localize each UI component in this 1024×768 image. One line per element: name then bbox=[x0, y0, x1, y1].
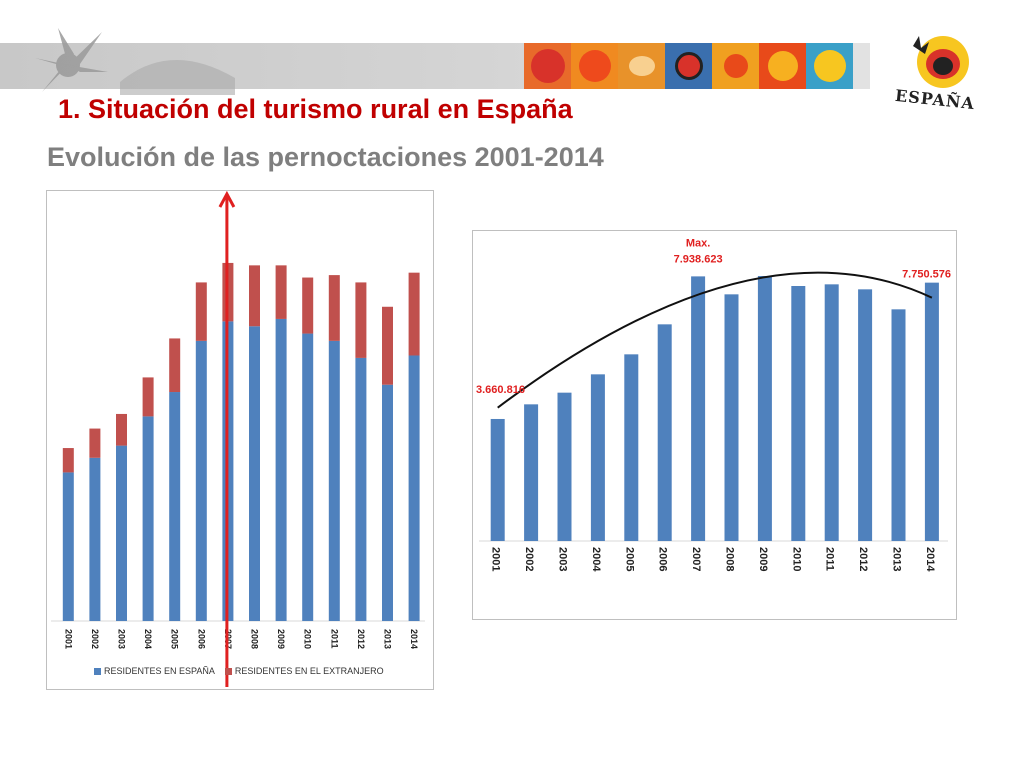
bar-spain-2014 bbox=[408, 355, 420, 621]
x-tick-label: 2007 bbox=[690, 547, 702, 571]
tile-star-creature-icon bbox=[665, 43, 712, 89]
x-tick-label: 2009 bbox=[276, 629, 286, 649]
chart-legend: RESIDENTES EN ESPAÑA RESIDENTES EN EL EX… bbox=[94, 666, 394, 676]
bar-total-2004 bbox=[590, 374, 605, 541]
bar-abroad-2004 bbox=[142, 377, 154, 417]
bar-total-2002 bbox=[524, 404, 539, 541]
bar-abroad-2002 bbox=[89, 428, 101, 458]
x-tick-label: 2012 bbox=[356, 629, 366, 649]
bar-abroad-2006 bbox=[195, 282, 207, 341]
bar-abroad-2011 bbox=[328, 275, 340, 341]
bar-spain-2005 bbox=[169, 392, 181, 621]
x-tick-label: 2003 bbox=[557, 547, 569, 571]
x-tick-label: 2008 bbox=[250, 629, 260, 649]
x-tick-label: 2006 bbox=[657, 547, 669, 571]
trend-curve bbox=[497, 271, 933, 409]
bar-abroad-2001 bbox=[62, 448, 74, 473]
bar-total-2014 bbox=[924, 282, 939, 541]
x-tick-label: 2006 bbox=[196, 629, 206, 649]
x-tick-label: 2009 bbox=[757, 547, 769, 571]
bar-abroad-2003 bbox=[116, 413, 127, 446]
bar-total-2012 bbox=[858, 289, 873, 541]
stacked-bar-chart: 2001200220032004200520062007200820092010… bbox=[51, 190, 425, 687]
bar-spain-2004 bbox=[142, 416, 154, 621]
x-tick-label: 2004 bbox=[143, 629, 153, 649]
bar-total-2009 bbox=[757, 276, 772, 541]
tile-geometric-icon bbox=[712, 43, 759, 89]
bar-total-2007 bbox=[691, 276, 706, 541]
max-label: Max. bbox=[686, 237, 710, 249]
bar-abroad-2012 bbox=[355, 282, 367, 358]
x-tick-label: 2005 bbox=[170, 629, 180, 649]
arrow-head-icon bbox=[218, 190, 236, 208]
bar-total-2005 bbox=[624, 354, 639, 541]
tile-red-sun-icon bbox=[524, 43, 571, 89]
x-tick-label: 2011 bbox=[824, 547, 836, 571]
tile-orange-sun-icon bbox=[571, 43, 618, 89]
total-chart-panel: 2001 2002 2003 2004 2005 2006 2007 2008 2009 2010… bbox=[472, 230, 957, 620]
bar-total-2013 bbox=[891, 309, 906, 541]
bar-abroad-2014 bbox=[408, 272, 420, 356]
bar-abroad-2009 bbox=[275, 265, 287, 319]
x-tick-label: 2002 bbox=[90, 629, 100, 649]
data-label-2014: 7.750.576 bbox=[902, 269, 951, 281]
tile-flower-icon bbox=[759, 43, 806, 89]
legend-item-abroad: RESIDENTES EN EL EXTRANJERO bbox=[224, 666, 384, 676]
x-tick-label: 2010 bbox=[303, 629, 313, 649]
x-tick-label: 2001 bbox=[490, 547, 502, 571]
legend-item-spain: RESIDENTES EN ESPAÑA bbox=[94, 666, 215, 676]
x-tick-label: 2010 bbox=[790, 547, 802, 571]
x-tick-label: 2005 bbox=[623, 547, 635, 571]
bar-total-2008 bbox=[724, 294, 739, 541]
bar-spain-2013 bbox=[382, 384, 393, 621]
x-tick-label: 2013 bbox=[383, 629, 393, 649]
total-bar-chart: 2001 2002 2003 2004 2005 2006 2007 2008 2009 2010… bbox=[476, 237, 951, 572]
bar-spain-2011 bbox=[328, 340, 340, 621]
bar-total-2010 bbox=[791, 286, 806, 541]
x-tick-label: 2012 bbox=[857, 547, 869, 571]
data-label-2007: 7.938.623 bbox=[674, 253, 723, 265]
bar-spain-2006 bbox=[195, 340, 207, 621]
bar-abroad-2010 bbox=[302, 277, 314, 334]
legend-swatch-blue bbox=[94, 667, 101, 675]
bar-spain-2002 bbox=[89, 457, 101, 621]
x-tick-label: 2003 bbox=[117, 629, 127, 649]
bar-spain-2003 bbox=[116, 445, 127, 621]
bar-total-2003 bbox=[557, 392, 572, 541]
bar-spain-2012 bbox=[355, 357, 367, 621]
bar-abroad-2008 bbox=[249, 265, 260, 327]
bar-total-2006 bbox=[657, 324, 672, 541]
stacked-chart-panel: 2001200220032004200520062007200820092010… bbox=[46, 190, 434, 690]
bar-spain-2001 bbox=[62, 472, 74, 621]
bar-abroad-2013 bbox=[382, 306, 393, 385]
data-label-2001: 3.660.816 bbox=[476, 384, 525, 396]
x-tick-label: 2004 bbox=[590, 547, 602, 572]
x-tick-label: 2002 bbox=[523, 547, 535, 571]
spain-sun-logo-icon bbox=[913, 36, 969, 88]
bar-spain-2009 bbox=[275, 318, 287, 621]
x-tick-label: 2011 bbox=[329, 629, 339, 649]
decorative-tiles bbox=[524, 43, 853, 89]
x-tick-label: 2008 bbox=[724, 547, 736, 571]
legend-label-abroad: RESIDENTES EN EL EXTRANJERO bbox=[234, 666, 384, 676]
x-tick-label: 2001 bbox=[63, 629, 73, 649]
page-title: 1. Situación del turismo rural en España bbox=[58, 94, 573, 124]
legend-swatch-red bbox=[224, 667, 232, 675]
bar-total-2001 bbox=[490, 418, 505, 541]
spain-logo: ESPAÑA bbox=[885, 28, 995, 118]
tile-sun-face-icon bbox=[618, 43, 665, 89]
sun-brushstroke-decoration bbox=[35, 28, 235, 95]
x-tick-label: 2014 bbox=[924, 547, 936, 572]
bar-spain-2008 bbox=[249, 326, 260, 621]
legend-label-spain: RESIDENTES EN ESPAÑA bbox=[104, 666, 215, 676]
tile-yellow-sun-icon bbox=[806, 43, 853, 89]
x-tick-label: 2013 bbox=[891, 547, 903, 571]
x-tick-label: 2014 bbox=[409, 629, 419, 649]
page-subtitle: Evolución de las pernoctaciones 2001-201… bbox=[47, 142, 604, 172]
bar-abroad-2005 bbox=[169, 338, 181, 393]
bar-spain-2010 bbox=[302, 333, 314, 621]
bar-total-2011 bbox=[824, 284, 839, 541]
